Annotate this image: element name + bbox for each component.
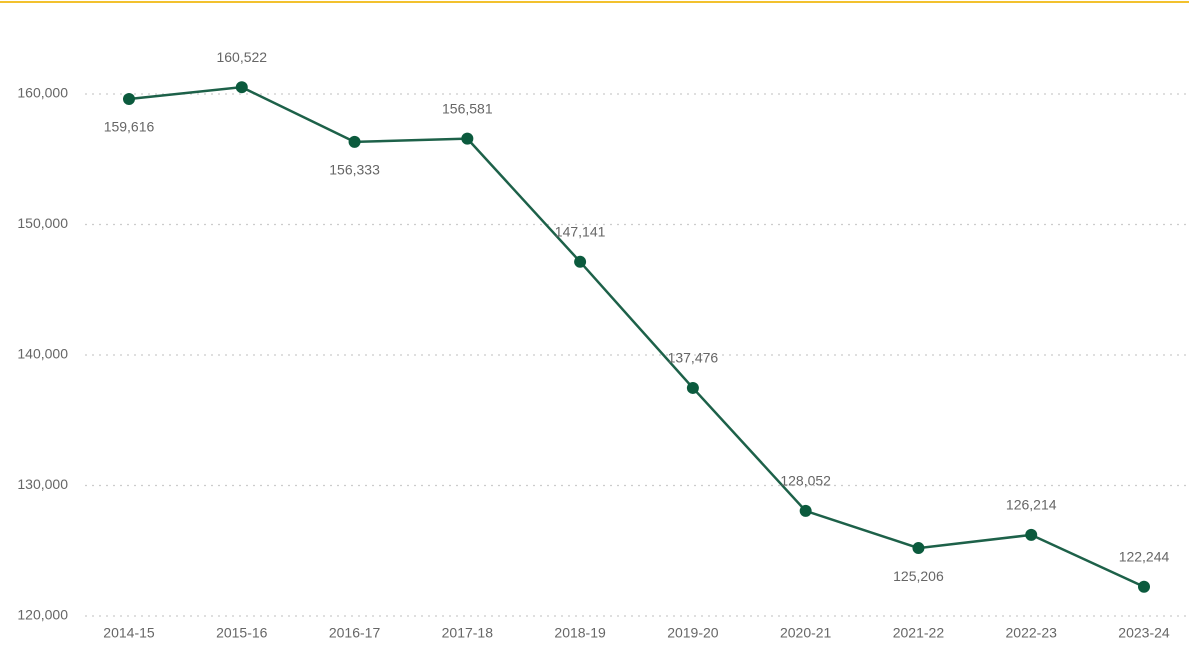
y-tick-label: 130,000 xyxy=(17,476,68,492)
line xyxy=(128,85,1145,588)
data-label: 160,522 xyxy=(216,49,267,65)
y-tick-label: 150,000 xyxy=(17,215,68,231)
point xyxy=(686,381,699,394)
data-label: 126,214 xyxy=(1006,497,1057,513)
y-tick-label: 160,000 xyxy=(17,85,68,101)
data-label: 159,616 xyxy=(104,119,155,135)
x-tick-label: 2018-19 xyxy=(554,625,606,641)
x-tick-label: 2022-23 xyxy=(1006,625,1058,641)
y-tick-label: 140,000 xyxy=(17,346,68,362)
data-label: 147,141 xyxy=(555,224,606,240)
x-tick-label: 2014-15 xyxy=(103,625,155,641)
point xyxy=(1025,528,1038,541)
data-label: 156,333 xyxy=(329,162,380,178)
data-label: 122,244 xyxy=(1119,548,1170,564)
data-label: 137,476 xyxy=(668,350,719,366)
point xyxy=(912,542,925,555)
data-label: 156,581 xyxy=(442,100,493,116)
x-tick-label: 2017-18 xyxy=(442,625,494,641)
point xyxy=(348,135,361,148)
x-tick-label: 2021-22 xyxy=(893,625,945,641)
x-tick-label: 2019-20 xyxy=(667,625,719,641)
data-label: 128,052 xyxy=(780,473,831,489)
point xyxy=(1138,580,1150,593)
data-label: 125,206 xyxy=(893,568,944,584)
point xyxy=(461,132,474,145)
point xyxy=(574,255,587,268)
x-tick-label: 2015-16 xyxy=(216,625,268,641)
x-tick-label: 2016-17 xyxy=(329,625,381,641)
y-tick-label: 120,000 xyxy=(17,607,68,623)
point xyxy=(235,81,248,94)
point xyxy=(123,93,135,106)
x-tick-label: 2023-24 xyxy=(1118,625,1170,641)
x-tick-label: 2020-21 xyxy=(780,625,832,641)
point xyxy=(799,504,812,517)
